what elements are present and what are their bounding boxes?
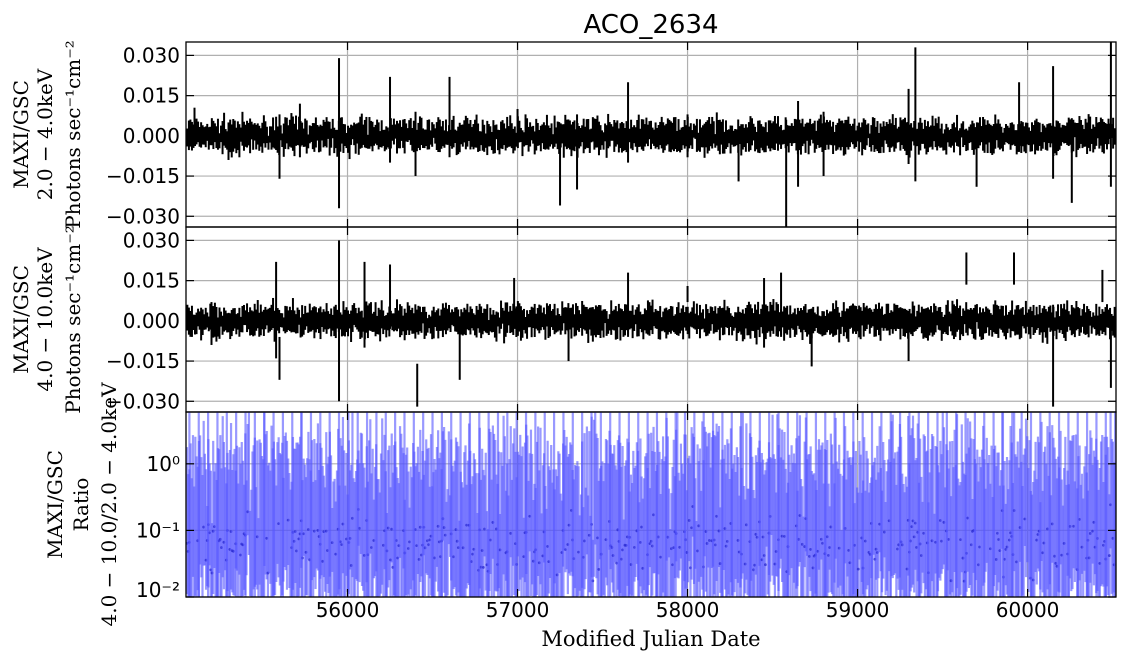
y-tick-label: −0.030 xyxy=(106,204,180,228)
soft-y-axis-label: MAXI/GSC xyxy=(9,80,33,189)
x-tick-label: 57000 xyxy=(486,598,550,622)
ratio-y-axis-label: Ratio xyxy=(69,478,93,532)
ratio-point xyxy=(764,563,767,567)
ratio-point xyxy=(1107,554,1111,557)
x-tick-label: 60000 xyxy=(996,598,1060,622)
hard-band-panel: 0.030 0.015 0.000 −0.015 −0.030 MAXI/GSC 4.0 −… xyxy=(9,225,1117,414)
y-tick-label: 10⁻² xyxy=(136,578,180,602)
y-tick-label: 0.015 xyxy=(123,269,180,293)
y-tick-label: 0.000 xyxy=(123,309,180,333)
x-tick-label: 56000 xyxy=(316,598,380,622)
soft-band-panel: 0.030 0.015 0.000 −0.015 −0.030 MAXI/GSC 2.0 −… xyxy=(9,40,1117,229)
hard-data-marks xyxy=(186,240,1116,407)
y-tick-label: 10⁻¹ xyxy=(136,518,180,542)
hard-y-axis-label: Photons sec⁻¹cm⁻² xyxy=(61,225,85,414)
ratio-point xyxy=(856,567,860,571)
ratio-y-axis-label: 4.0 − 10.0/2.0 − 4.0keV xyxy=(97,382,121,627)
y-tick-label: −0.015 xyxy=(106,349,180,373)
hard-y-axis-label: 4.0 − 10.0keV xyxy=(33,247,57,392)
y-tick-label: 0.030 xyxy=(123,43,180,67)
ratio-point xyxy=(597,567,601,571)
soft-y-axis-label: 2.0 − 4.0keV xyxy=(33,68,57,200)
soft-data-marks xyxy=(186,42,1116,227)
ratio-data-marks xyxy=(186,412,1116,597)
x-tick-label: 59000 xyxy=(826,598,890,622)
y-tick-label: 0.015 xyxy=(123,84,180,108)
y-tick-label: 0.000 xyxy=(123,124,180,148)
y-tick-label: 0.030 xyxy=(123,228,180,252)
hardness-ratio-panel: 10⁰ 10⁻¹ 10⁻² 56000 57000 58000 59000 60000 MAXI… xyxy=(43,382,1117,627)
soft-y-axis-label: Photons sec⁻¹cm⁻² xyxy=(61,40,85,229)
y-tick-label: −0.015 xyxy=(106,164,180,188)
ratio-point xyxy=(481,565,485,569)
chart-title: ACO_2634 xyxy=(583,10,718,40)
y-tick-label: −0.030 xyxy=(106,389,180,413)
x-tick-label: 58000 xyxy=(656,598,720,622)
ratio-axes-frame xyxy=(185,411,1117,598)
x-axis-label: Modified Julian Date xyxy=(541,627,760,651)
ratio-y-axis-label: MAXI/GSC xyxy=(43,450,67,559)
y-tick-label: 10⁰ xyxy=(147,452,180,476)
hard-y-axis-label: MAXI/GSC xyxy=(9,265,33,374)
